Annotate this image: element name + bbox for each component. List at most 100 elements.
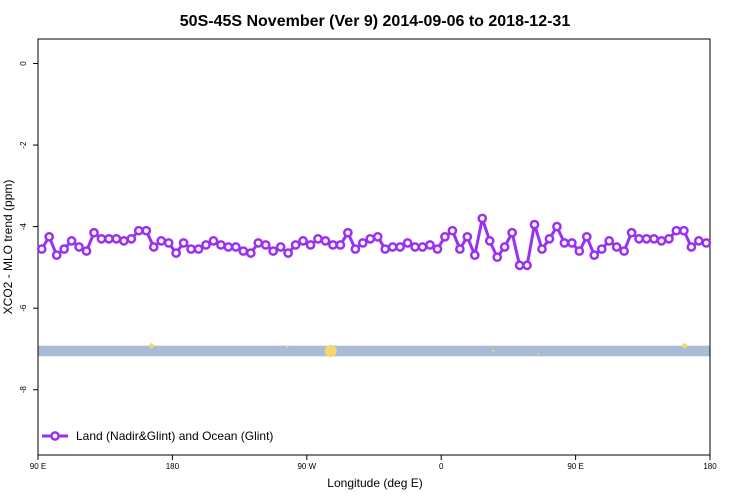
- data-point: [268, 246, 279, 256]
- data-point: [81, 246, 92, 256]
- data-point: [634, 233, 644, 244]
- data-point: [171, 248, 181, 258]
- data-point: [372, 231, 383, 242]
- data-point: [245, 248, 256, 258]
- data-point: [133, 225, 144, 236]
- data-point: [36, 244, 47, 254]
- data-point: [447, 225, 458, 236]
- data-point: [686, 242, 697, 252]
- data-point: [96, 233, 107, 244]
- yellow-marker: [682, 343, 688, 349]
- data-point: [611, 242, 622, 252]
- data-point: [365, 233, 376, 244]
- data-point: [581, 231, 592, 242]
- legend: Land (Nadir&Glint) and Ocean (Glint): [42, 429, 273, 443]
- data-point: [440, 231, 450, 242]
- y-tick-label: 0: [19, 61, 28, 66]
- yellow-marker: [324, 345, 337, 357]
- data-point: [589, 250, 600, 261]
- data-point: [238, 246, 249, 256]
- data-point: [671, 225, 682, 236]
- data-point: [66, 236, 77, 246]
- yellow-marker: [148, 343, 154, 349]
- data-point: [193, 244, 204, 254]
- data-point: [357, 238, 368, 248]
- data-point: [469, 250, 480, 261]
- data-point: [313, 233, 323, 244]
- x-axis-label: Longitude (deg E): [327, 476, 422, 490]
- data-point: [231, 242, 241, 252]
- plot-area: [37, 38, 711, 456]
- y-tick-label: -2: [19, 141, 28, 149]
- data-point: [141, 225, 152, 236]
- chart-title: 50S-45S November (Ver 9) 2014-09-06 to 2…: [180, 13, 571, 30]
- data-point: [283, 248, 293, 258]
- data-point: [432, 244, 443, 254]
- data-point: [656, 236, 667, 246]
- data-point: [253, 238, 264, 248]
- data-point: [208, 236, 219, 246]
- x-tick-label: 180: [703, 462, 717, 471]
- data-point: [693, 236, 704, 246]
- data-point: [619, 246, 629, 256]
- y-tick-label: -8: [19, 386, 28, 394]
- data-point: [223, 242, 234, 252]
- data-point: [163, 238, 174, 248]
- data-point: [343, 227, 353, 238]
- x-tick-label: 90 E: [567, 462, 583, 471]
- data-point: [335, 240, 346, 250]
- data-point: [492, 252, 503, 263]
- data-point: [701, 238, 712, 248]
- data-point: [410, 242, 420, 252]
- data-point: [290, 240, 301, 250]
- data-point: [522, 260, 532, 271]
- x-tick-label: 0: [439, 462, 444, 471]
- data-point: [148, 242, 159, 252]
- data-point: [387, 242, 398, 252]
- data-point: [529, 219, 540, 230]
- y-tick-label: -4: [19, 223, 28, 231]
- data-point: [216, 240, 226, 250]
- x-tick-label: 90 W: [297, 462, 316, 471]
- data-point: [484, 236, 495, 246]
- data-point: [59, 244, 69, 254]
- data-point: [402, 238, 413, 248]
- data-point: [679, 225, 689, 236]
- data-point: [201, 240, 211, 250]
- data-point: [574, 246, 585, 256]
- data-point: [552, 221, 562, 232]
- data-point: [350, 244, 361, 254]
- y-axis-label: XCO2 - MLO trend (ppm): [1, 180, 15, 315]
- data-point: [51, 250, 62, 261]
- data-point: [380, 244, 391, 254]
- data-point: [596, 244, 607, 254]
- yellow-marker: [286, 345, 289, 348]
- legend-marker-swatch: [50, 431, 60, 441]
- data-point: [260, 240, 271, 250]
- data-point: [417, 242, 428, 252]
- data-point: [544, 233, 555, 244]
- data-point: [567, 238, 577, 248]
- data-point: [104, 233, 114, 244]
- data-point: [44, 231, 55, 242]
- x-tick-label: 180: [166, 462, 180, 471]
- data-point: [604, 236, 615, 246]
- data-point: [186, 244, 196, 254]
- data-point: [126, 233, 137, 244]
- data-point: [507, 227, 517, 238]
- reference-band: [38, 345, 710, 357]
- data-point: [425, 240, 435, 250]
- data-point: [649, 233, 659, 244]
- data-point: [111, 233, 122, 244]
- data-point: [641, 233, 652, 244]
- data-point: [275, 242, 286, 252]
- data-point: [626, 227, 637, 238]
- data-point: [328, 240, 338, 250]
- x-tick-label: 90 E: [30, 462, 46, 471]
- data-point: [477, 213, 488, 224]
- legend-entry-label: Land (Nadir&Glint) and Ocean (Glint): [76, 429, 273, 443]
- data-point: [156, 236, 167, 246]
- data-point: [395, 242, 405, 252]
- data-point: [89, 227, 99, 238]
